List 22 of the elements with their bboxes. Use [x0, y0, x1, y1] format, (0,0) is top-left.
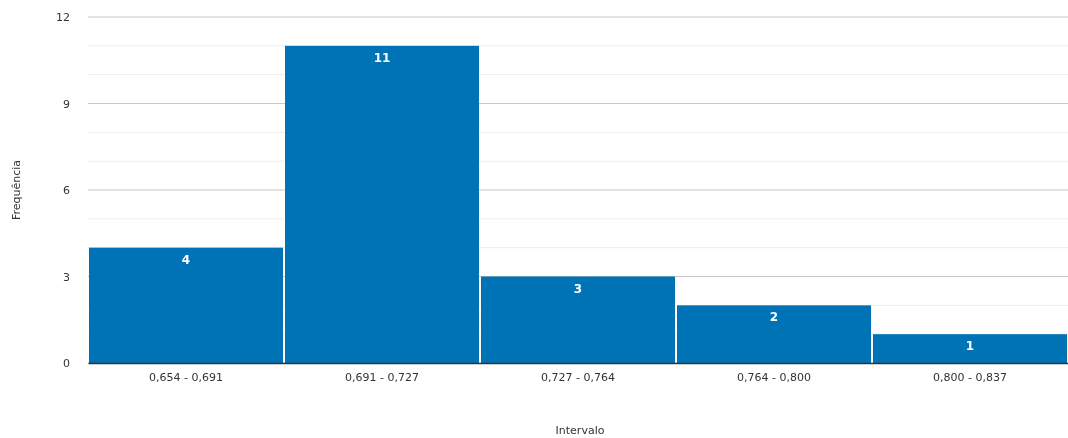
- y-tick-label: 12: [56, 11, 70, 25]
- y-tick-label: 6: [63, 184, 70, 198]
- x-tick-label: 0,800 - 0,837: [933, 370, 1007, 384]
- data-label: 3: [573, 281, 583, 296]
- data-label: 11: [373, 50, 391, 65]
- bar: [873, 334, 1067, 363]
- y-tick-label: 3: [63, 270, 70, 284]
- bar: [481, 276, 675, 363]
- x-tick-label: 0,654 - 0,691: [149, 370, 223, 384]
- bar: [89, 247, 283, 363]
- x-tick-label: 0,691 - 0,727: [345, 370, 419, 384]
- data-label: 4: [181, 252, 191, 267]
- y-tick-label: 9: [63, 97, 70, 111]
- x-tick-label: 0,764 - 0,800: [737, 370, 811, 384]
- x-tick-label: 0,727 - 0,764: [541, 370, 615, 384]
- data-label: 2: [769, 310, 779, 325]
- bar: [677, 305, 871, 363]
- y-axis-title: Frequência: [10, 159, 23, 221]
- x-axis-title: Intervalo: [555, 424, 605, 437]
- y-tick-label: 0: [63, 357, 70, 371]
- bar: [285, 45, 479, 363]
- data-label: 1: [965, 339, 975, 354]
